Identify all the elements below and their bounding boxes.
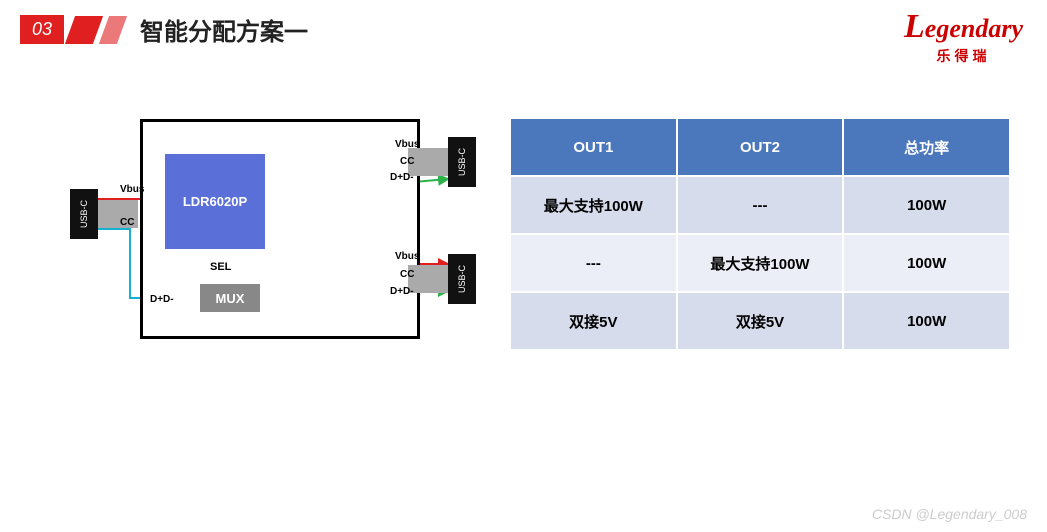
th-out1: OUT1 <box>510 118 677 176</box>
sig-l-vbus: Vbus <box>120 184 144 195</box>
sig-rt-cc: CC <box>400 156 414 167</box>
content: LDR6020P MUX SEL USB-C USB-C USB-C Vbus … <box>0 59 1047 369</box>
table-row: --- 最大支持100W 100W <box>510 234 1010 292</box>
th-out2: OUT2 <box>677 118 844 176</box>
sig-l-dd: D+D- <box>150 294 174 305</box>
logo-cn: 乐得瑞 <box>904 46 1023 66</box>
td: 最大支持100W <box>510 176 677 234</box>
sig-rt-vbus: Vbus <box>395 139 419 150</box>
mux-chip: MUX <box>200 284 260 312</box>
sel-label: SEL <box>210 261 231 273</box>
sig-l-cc: CC <box>120 217 134 228</box>
td: 100W <box>843 176 1010 234</box>
power-table: OUT1 OUT2 总功率 最大支持100W --- 100W --- 最大支持… <box>510 118 1010 350</box>
td: --- <box>677 176 844 234</box>
watermark: CSDN @Legendary_008 <box>872 506 1027 522</box>
decor-skew-1 <box>65 16 103 44</box>
sig-rb-vbus: Vbus <box>395 251 419 262</box>
logo-script: Legendary <box>904 8 1023 46</box>
page-title: 智能分配方案一 <box>140 12 308 47</box>
usb-port-left: USB-C <box>70 189 98 239</box>
decor-skew-2 <box>99 16 127 44</box>
header: 03 智能分配方案一 Legendary 乐得瑞 <box>0 0 1047 59</box>
usb-port-right-top: USB-C <box>448 137 476 187</box>
td: 最大支持100W <box>677 234 844 292</box>
block-diagram: LDR6020P MUX SEL USB-C USB-C USB-C Vbus … <box>10 99 480 369</box>
ldr-chip: LDR6020P <box>165 154 265 249</box>
td: 100W <box>843 292 1010 350</box>
th-total: 总功率 <box>843 118 1010 176</box>
chapter-number: 03 <box>20 15 64 44</box>
sig-rb-dd: D+D- <box>390 286 414 297</box>
td: 双接5V <box>677 292 844 350</box>
logo: Legendary 乐得瑞 <box>904 8 1023 66</box>
table-header-row: OUT1 OUT2 总功率 <box>510 118 1010 176</box>
td: --- <box>510 234 677 292</box>
td: 100W <box>843 234 1010 292</box>
usb-port-right-bottom: USB-C <box>448 254 476 304</box>
table-row: 双接5V 双接5V 100W <box>510 292 1010 350</box>
table-row: 最大支持100W --- 100W <box>510 176 1010 234</box>
sig-rb-cc: CC <box>400 269 414 280</box>
td: 双接5V <box>510 292 677 350</box>
sig-rt-dd: D+D- <box>390 172 414 183</box>
